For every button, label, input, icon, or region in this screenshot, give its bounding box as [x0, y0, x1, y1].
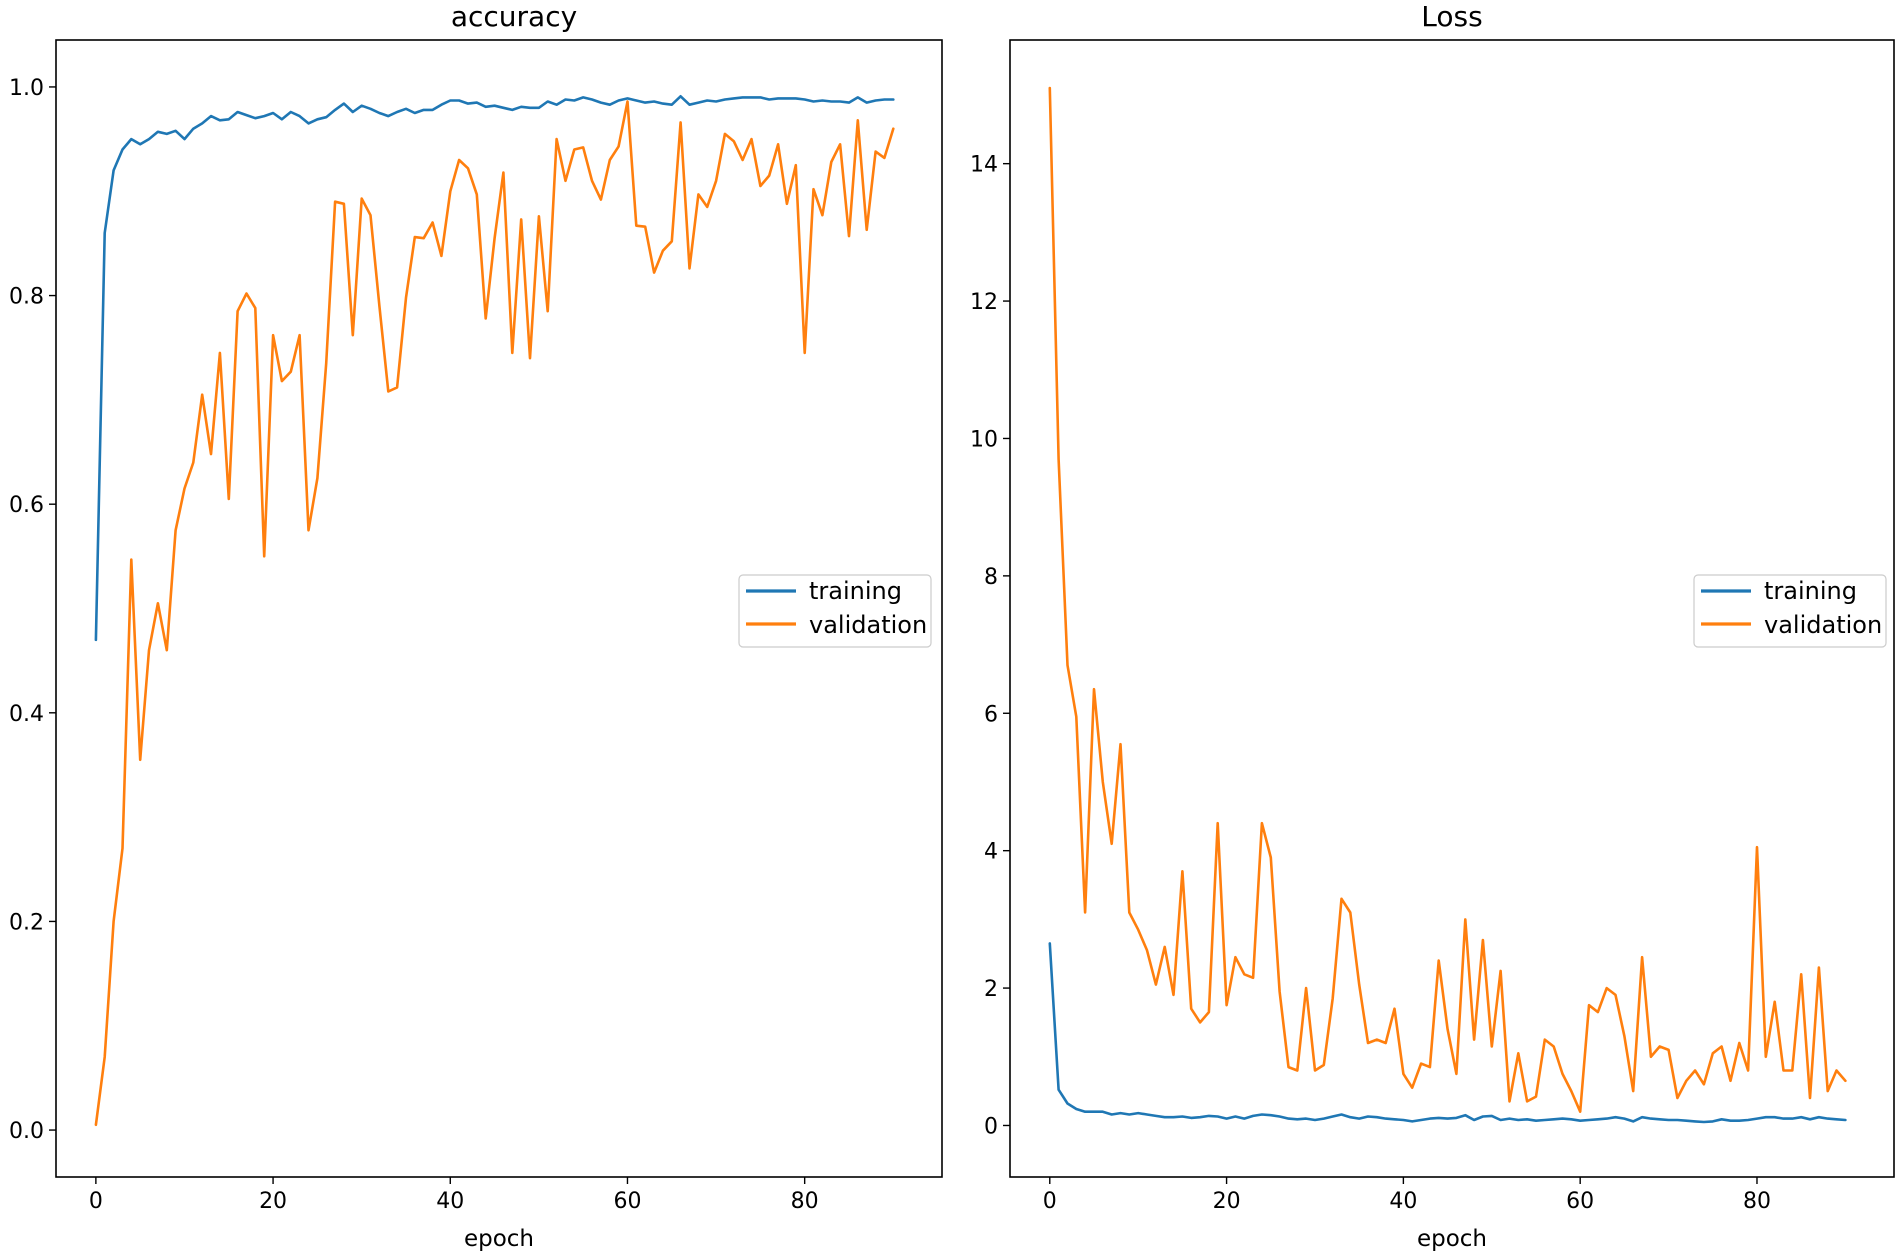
y-tick-label: 0.4 [9, 702, 44, 727]
series-line-training [1048, 942, 1847, 1124]
chart-title: accuracy [451, 0, 577, 33]
legend: training validation [1693, 574, 1887, 648]
axis-ticks: 0 20 40 60 80 0 2 4 6 8 10 12 14 [970, 153, 1771, 1214]
x-tick-label: 40 [436, 1189, 464, 1214]
x-axis-label: epoch [1417, 1226, 1487, 1252]
series-line-training [94, 95, 895, 642]
y-tick-label: 2 [984, 977, 998, 1002]
axis-ticks: 0 20 40 60 80 0.0 0.2 0.4 0.6 0.8 1.0 [9, 76, 819, 1214]
y-tick-label: 4 [984, 840, 998, 865]
accuracy-chart: accuracy 0 20 40 60 80 0.0 0.2 0.4 0.6 0.8 1.0 epo… [9, 0, 943, 1252]
x-tick-label: 60 [1566, 1189, 1594, 1214]
series-line-validation [94, 100, 895, 1127]
y-tick-label: 6 [984, 702, 998, 727]
legend-label-training: training [1764, 577, 1857, 605]
series-line-validation [1048, 86, 1847, 1113]
legend-label-validation: validation [1764, 611, 1882, 639]
axes-frame [1009, 39, 1895, 1178]
loss-chart: Loss 0 20 40 60 80 0 2 4 6 8 10 12 14 epoch training… [970, 0, 1895, 1252]
y-tick-label: 0.8 [9, 285, 44, 310]
legend-box [738, 574, 932, 648]
legend-box [1693, 574, 1887, 648]
y-tick-label: 14 [970, 153, 998, 178]
plot-area [1048, 86, 1847, 1124]
x-tick-label: 20 [259, 1189, 287, 1214]
y-tick-label: 0.2 [9, 910, 44, 935]
legend-label-validation: validation [809, 611, 927, 639]
x-axis-label: epoch [464, 1226, 534, 1252]
y-tick-label: 0.0 [9, 1119, 44, 1144]
y-tick-label: 8 [984, 565, 998, 590]
x-tick-label: 40 [1389, 1189, 1417, 1214]
axes-frame [55, 39, 943, 1178]
x-tick-label: 60 [613, 1189, 641, 1214]
x-tick-label: 0 [1043, 1189, 1057, 1214]
x-tick-label: 80 [791, 1189, 819, 1214]
legend: training validation [738, 574, 932, 648]
x-tick-label: 20 [1213, 1189, 1241, 1214]
legend-label-training: training [809, 577, 902, 605]
x-tick-label: 80 [1743, 1189, 1771, 1214]
plot-area [94, 95, 895, 1127]
y-tick-label: 0.6 [9, 493, 44, 518]
chart-title: Loss [1421, 0, 1482, 33]
y-tick-label: 10 [970, 427, 998, 452]
y-tick-label: 0 [984, 1114, 998, 1139]
x-tick-label: 0 [89, 1189, 103, 1214]
y-tick-label: 12 [970, 290, 998, 315]
y-tick-label: 1.0 [9, 76, 44, 101]
